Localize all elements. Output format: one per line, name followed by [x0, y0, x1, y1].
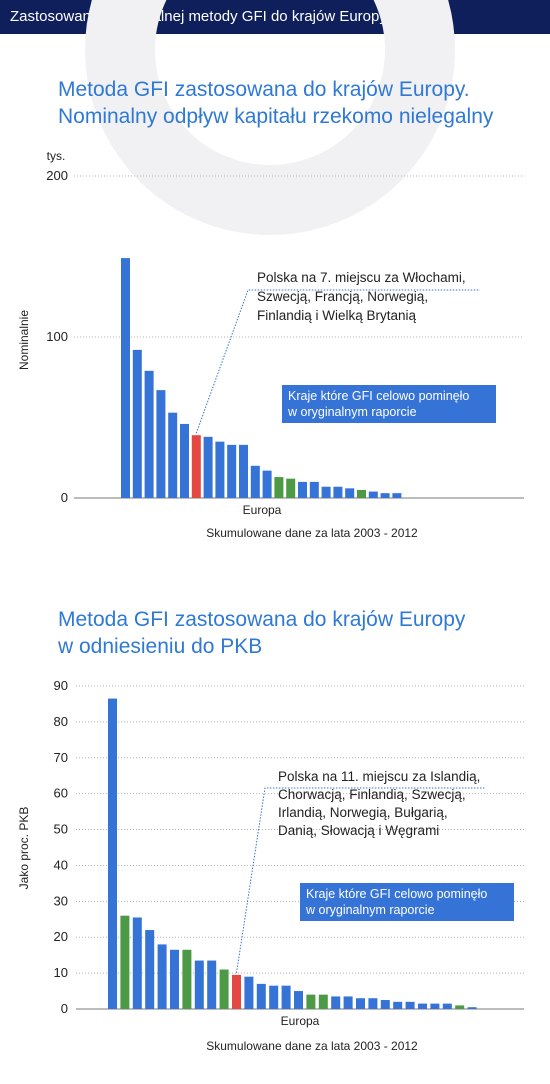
- chart2-bar: [393, 1001, 403, 1009]
- chart1-bar: [345, 488, 355, 498]
- chart2-y-tick-label: 50: [54, 822, 68, 837]
- chart2-y-tick-label: 70: [54, 750, 68, 765]
- chart2-y-tick-label: 30: [54, 893, 68, 908]
- chart1-title-line2: Nominalny odpływ kapitału rzekomo nieleg…: [58, 105, 494, 128]
- chart1-bar: [180, 423, 189, 498]
- chart2-legend-box: [300, 883, 514, 921]
- chart2-legend-text: Kraje które GFI celowo pominęło: [306, 887, 487, 901]
- chart1-bar: [298, 481, 307, 498]
- chart1-bar: [250, 465, 260, 498]
- chart1-y-tick-label: 100: [46, 329, 68, 344]
- chart2-bar: [294, 991, 303, 1009]
- chart2-bar: [306, 994, 316, 1009]
- chart2-y-tick-label: 20: [54, 929, 68, 944]
- chart2-caption: Skumulowane dane za lata 2003 - 2012: [206, 1039, 418, 1053]
- chart1-title-line1: Metoda GFI zastosowana do krajów Europy.: [58, 78, 470, 101]
- chart2-bar: [207, 960, 217, 1009]
- chart1-caption: Skumulowane dane za lata 2003 - 2012: [206, 526, 418, 540]
- chart1-legend-text: w oryginalnym raporcie: [287, 405, 417, 419]
- chart2-bar: [182, 949, 192, 1009]
- chart2-bar: [281, 985, 291, 1009]
- chart1-bar: [121, 258, 130, 498]
- chart1-y-tick-label: 200: [46, 168, 68, 183]
- chart1-y-tick-label: 0: [61, 490, 68, 505]
- chart1-bar: [274, 477, 284, 498]
- chart2-bar: [108, 698, 117, 1009]
- chart2-y-tick-label: 80: [54, 714, 68, 729]
- chart1-bar: [357, 489, 366, 498]
- chart2-bar: [120, 915, 130, 1009]
- watermark-logo: [85, 0, 455, 235]
- chart2-bar: [455, 1005, 465, 1009]
- chart2-bar: [380, 1000, 390, 1009]
- chart2-y-tick-label: 90: [54, 678, 68, 693]
- chart1-bar: [203, 436, 213, 498]
- chart1-legend-box: [282, 385, 496, 423]
- chart2-title: Metoda GFI zastosowana do krajów Europy …: [58, 606, 465, 660]
- chart2-bar: [331, 996, 341, 1009]
- chart1-bar: [168, 412, 178, 498]
- chart2-bar: [418, 1003, 427, 1009]
- chart1-bar: [132, 349, 142, 498]
- chart2-annotation-line: Polska na 11. miejscu za Islandią,: [278, 769, 480, 784]
- chart1-bar: [392, 493, 402, 498]
- chart2-bar: [269, 985, 279, 1009]
- chart2-annotation-line: Chorwacją, Finlandią, Szwecją,: [278, 787, 466, 802]
- chart1: 0 100 200 tys. Nominalnie Europa Skumulowane d…: [17, 149, 524, 540]
- chart2-title-line1: Metoda GFI zastosowana do krajów Europy: [58, 608, 466, 631]
- chart2-annotation-line: Irlandią, Norwegią, Bułgarią,: [278, 805, 448, 820]
- chart2-annotation-line: Danią, Słowacją i Węgrami: [278, 823, 439, 838]
- chart2-annotation-connector: [236, 787, 485, 973]
- chart2-bar: [157, 944, 167, 1009]
- chart1-x-axis-label: Europa: [243, 503, 282, 517]
- chart1-bar: [227, 444, 237, 498]
- chart2-title-line2: w odniesieniu do PKB: [58, 635, 263, 658]
- chart1-bar: [309, 481, 319, 498]
- chart2: 0 10 20 30 40 50 60 70 80 90 Jako proc. PKB Europa S…: [17, 678, 524, 1053]
- chart1-unit-label: tys.: [47, 149, 66, 163]
- chart1-bar: [380, 493, 390, 498]
- chart2-y-axis-label: Jako proc. PKB: [17, 807, 31, 890]
- chart2-bar: [145, 930, 155, 1009]
- chart2-bar: [467, 1007, 477, 1009]
- chart2-bar: [132, 917, 142, 1009]
- chart2-bar: [256, 983, 266, 1009]
- chart2-legend-text: w oryginalnym raporcie: [305, 903, 435, 917]
- chart2-bar: [442, 1003, 452, 1009]
- chart2-bar: [343, 996, 353, 1009]
- chart1-bar: [368, 491, 378, 498]
- chart1-y-axis-label: Nominalnie: [17, 310, 31, 370]
- chart2-bar: [194, 960, 204, 1009]
- chart2-bar: [356, 998, 365, 1009]
- chart1-bar: [333, 486, 343, 498]
- chart1-annotation-line: Polska na 7. miejscu za Włochami,: [257, 270, 466, 285]
- chart1-bar: [239, 444, 248, 498]
- chart2-bar: [219, 969, 229, 1009]
- chart2-bar: [244, 976, 254, 1009]
- chart1-legend-text: Kraje które GFI celowo pominęło: [288, 389, 469, 403]
- chart2-bar: [232, 974, 241, 1009]
- chart1-bar: [156, 390, 166, 498]
- chart1-annotation-connector: [195, 289, 480, 434]
- chart2-bar: [318, 994, 328, 1009]
- chart1-bar: [215, 441, 225, 498]
- chart1-bar: [321, 486, 331, 498]
- chart2-bar: [430, 1003, 440, 1009]
- chart1-bar: [262, 470, 272, 498]
- chart2-y-tick-label: 10: [54, 965, 68, 980]
- chart2-bar: [405, 1001, 415, 1009]
- chart2-y-tick-label: 40: [54, 857, 68, 872]
- chart2-y-tick-label: 60: [54, 786, 68, 801]
- chart2-y-tick-label: 0: [61, 1001, 68, 1016]
- chart1-bar: [286, 478, 296, 498]
- chart2-bar: [368, 998, 378, 1009]
- chart2-bar: [170, 949, 179, 1009]
- chart1-annotation-line: Szwecją, Francją, Norwegią,: [257, 289, 428, 304]
- chart1-bar: [191, 435, 201, 498]
- chart2-x-axis-label: Europa: [281, 1014, 320, 1028]
- chart1-bar: [144, 370, 154, 498]
- chart1-annotation-line: Finlandią i Wielką Brytanią: [257, 308, 417, 323]
- chart1-title: Metoda GFI zastosowana do krajów Europy.…: [58, 76, 493, 130]
